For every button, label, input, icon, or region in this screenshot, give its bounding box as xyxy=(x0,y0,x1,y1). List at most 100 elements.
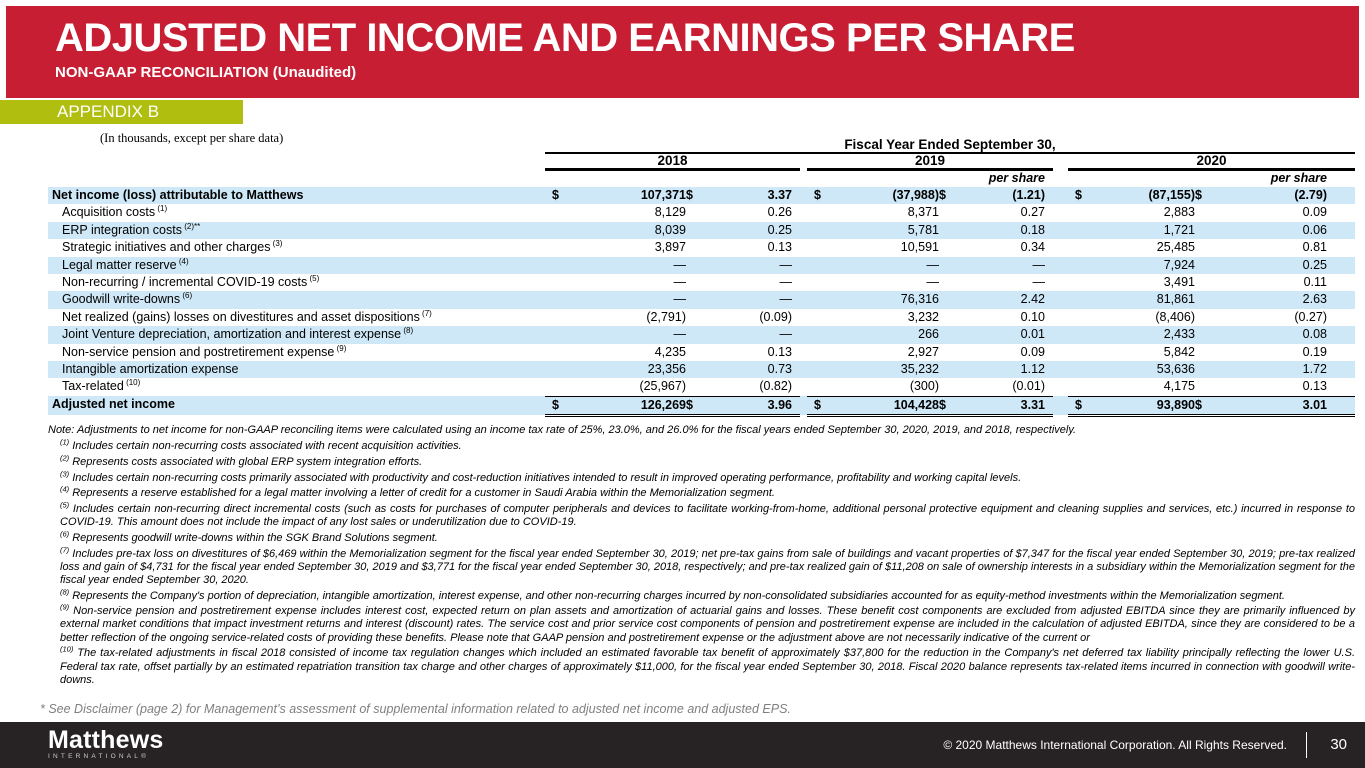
footnote: (7) Includes pre-tax loss on divestiture… xyxy=(48,544,1355,588)
footnote: (6) Represents goodwill write-downs with… xyxy=(48,529,1355,545)
year-header-spacer xyxy=(48,154,545,171)
dollar-sign xyxy=(686,309,708,326)
column-gap xyxy=(800,378,807,395)
column-gap xyxy=(1053,154,1068,171)
dollar-sign xyxy=(1195,344,1217,361)
footnote-marker: (7) xyxy=(60,544,70,554)
dollar-sign xyxy=(1075,309,1089,326)
dollar-sign xyxy=(552,257,566,274)
amount-value: (2,791) xyxy=(646,309,686,324)
column-gap xyxy=(800,396,807,417)
dollar-sign xyxy=(552,204,566,221)
amount-value: — xyxy=(926,274,940,289)
per-share-value: 3.01 xyxy=(1302,397,1327,412)
dollar-sign xyxy=(1195,309,1217,326)
year-group-2020: 7,924 0.25 xyxy=(1068,257,1355,274)
row-label-text: Joint Venture depreciation, amortization… xyxy=(62,327,402,342)
year-group-2019: 5,781 0.18 xyxy=(807,222,1053,239)
amount-value: (37,988) xyxy=(892,188,939,202)
footnote-text: Represents costs associated with global … xyxy=(69,455,423,468)
year-group-2019: 10,591 0.34 xyxy=(807,239,1053,256)
amount-value: 76,316 xyxy=(900,292,939,307)
dollar-sign: $ xyxy=(1195,188,1202,202)
reconciliation-table: Fiscal Year Ended September 30, 2018 201… xyxy=(48,137,1355,417)
year-group-2019: $ (37,988) $ (1.21) xyxy=(807,187,1053,204)
amount-value: 5,781 xyxy=(907,222,939,237)
year-group-2020: 1,721 0.06 xyxy=(1068,222,1355,239)
per-share-value: 0.81 xyxy=(1302,240,1327,255)
dollar-sign xyxy=(1075,291,1089,308)
matthews-logo: Matthews INTERNATIONAL® xyxy=(48,726,164,761)
column-gap xyxy=(1053,396,1068,417)
year-group-2018: — — xyxy=(545,257,800,274)
footnotes-list: (1) Includes certain non-recurring costs… xyxy=(48,438,1355,687)
row-label-text: Goodwill write-downs xyxy=(62,292,181,307)
dollar-sign xyxy=(1075,361,1089,378)
dollar-sign xyxy=(1195,291,1217,308)
footnote-marker: (6) xyxy=(60,529,70,539)
year-group-2020: 81,861 2.63 xyxy=(1068,291,1355,308)
logo-tagline: INTERNATIONAL® xyxy=(48,753,150,760)
footnote: (2) Represents costs associated with glo… xyxy=(48,453,1355,469)
table-body: Net income (loss) attributable to Matthe… xyxy=(48,187,1355,417)
amount-value: 3,491 xyxy=(1163,274,1195,289)
dollar-sign: $ xyxy=(552,397,559,412)
year-group-2020: 53,636 1.72 xyxy=(1068,361,1355,378)
amount-value: 53,636 xyxy=(1156,361,1195,376)
amount-value: 104,428 xyxy=(893,397,939,412)
per-share-spacer xyxy=(48,171,545,187)
footnote-marker: (2) xyxy=(60,453,70,463)
column-gap xyxy=(1053,291,1068,308)
dollar-sign xyxy=(552,239,566,256)
amount-value: 2,433 xyxy=(1163,327,1195,342)
amount-value: (300) xyxy=(909,379,939,394)
fiscal-year-header: Fiscal Year Ended September 30, xyxy=(545,137,1355,154)
dollar-sign xyxy=(814,239,828,256)
year-group-2019: 3,232 0.10 xyxy=(807,309,1053,326)
footnote-text: Includes certain non-recurring costs ass… xyxy=(69,440,462,453)
amount-value: 3,232 xyxy=(907,309,939,324)
dollar-sign xyxy=(939,257,961,274)
dollar-sign xyxy=(939,344,961,361)
per-share-value: 0.25 xyxy=(1302,257,1327,272)
dollar-sign xyxy=(686,344,708,361)
row-label-text: Net realized (gains) losses on divestitu… xyxy=(62,309,420,324)
per-share-value: 0.11 xyxy=(1303,274,1327,289)
year-group-2018: — — xyxy=(545,326,800,343)
footnote-text: Represents the Company's portion of depr… xyxy=(69,589,1285,602)
column-gap xyxy=(1053,171,1068,187)
row-label: Acquisition costs (1) xyxy=(48,204,545,221)
dollar-sign xyxy=(939,361,961,378)
per-share-value: — xyxy=(779,257,793,272)
dollar-sign xyxy=(814,378,828,395)
dollar-sign: $ xyxy=(686,397,693,412)
dollar-sign xyxy=(814,309,828,326)
year-group-2020: 2,883 0.09 xyxy=(1068,204,1355,221)
year-group-2020: 4,175 0.13 xyxy=(1068,378,1355,395)
dollar-sign xyxy=(686,274,708,291)
row-label: Intangible amortization expense xyxy=(48,361,545,378)
logo-wordmark: Matthews xyxy=(48,726,164,754)
per-share-label-2018-empty xyxy=(545,171,800,187)
dollar-sign xyxy=(939,204,961,221)
year-group-2020: 3,491 0.11 xyxy=(1068,274,1355,291)
dollar-sign xyxy=(686,361,708,378)
per-share-value: 0.13 xyxy=(767,344,792,359)
per-share-value: 0.09 xyxy=(1020,344,1045,359)
year-group-2018: 4,235 0.13 xyxy=(545,344,800,361)
footnote-ref: (5) xyxy=(307,273,320,283)
per-share-value: 0.73 xyxy=(767,361,792,376)
dollar-sign: $ xyxy=(1075,188,1082,202)
row-label-text: Strategic initiatives and other charges xyxy=(62,240,271,255)
row-label-text: ERP integration costs xyxy=(62,222,182,237)
year-group-2020: 2,433 0.08 xyxy=(1068,326,1355,343)
column-gap xyxy=(1053,378,1068,395)
per-share-value: — xyxy=(779,327,793,342)
column-gap xyxy=(800,257,807,274)
table-row: Strategic initiatives and other charges … xyxy=(48,239,1355,256)
footnote-text: The tax-related adjustments in fiscal 20… xyxy=(60,647,1355,686)
amount-value: — xyxy=(673,327,687,342)
table-row: Net realized (gains) losses on divestitu… xyxy=(48,309,1355,326)
column-gap xyxy=(800,222,807,239)
